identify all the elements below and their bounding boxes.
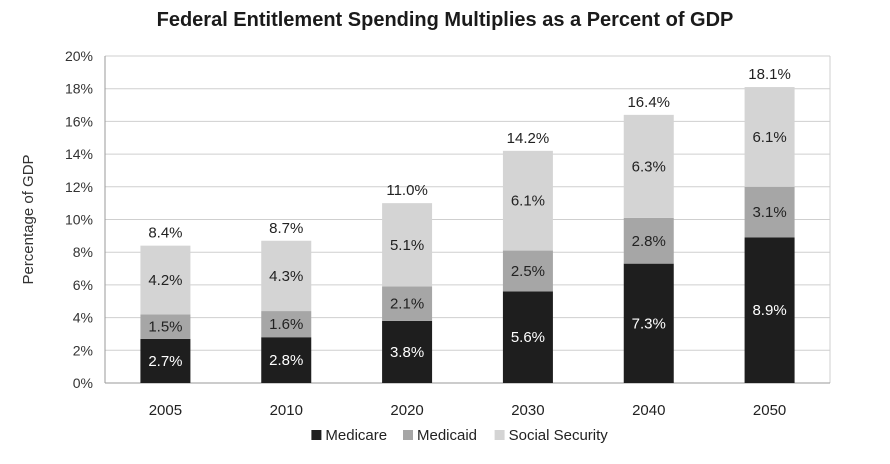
x-tick-label: 2050 [753, 402, 786, 419]
legend-label: Medicare [325, 427, 387, 444]
data-label: 4.3% [269, 268, 303, 285]
bar-segment-social-security [261, 240, 312, 312]
bar-segment-medicare [261, 337, 312, 383]
data-label: 1.6% [269, 316, 303, 333]
data-label: 2.5% [511, 263, 545, 280]
total-label: 11.0% [386, 182, 427, 199]
bar-segment-medicare [502, 291, 553, 383]
y-tick-label: 8% [73, 244, 93, 260]
y-tick-label: 10% [65, 212, 93, 228]
bar-segment-medicaid [744, 186, 795, 238]
y-tick-label: 2% [73, 342, 93, 358]
x-tick-label: 2030 [511, 402, 544, 419]
bar-segment-social-security [623, 114, 674, 218]
bar-segment-medicare [744, 237, 795, 383]
y-tick-label: 16% [65, 113, 93, 129]
bar-segment-medicare [623, 263, 674, 383]
bar-segment-social-security [140, 245, 191, 315]
data-label: 2.8% [632, 233, 666, 250]
data-label: 2.8% [269, 352, 303, 369]
bar-segment-medicaid [502, 250, 553, 292]
y-tick-label: 12% [65, 179, 93, 195]
bar-segment-medicaid [382, 286, 433, 321]
x-tick-label: 2020 [390, 402, 423, 419]
data-label: 7.3% [632, 315, 666, 332]
total-label: 18.1% [748, 66, 791, 83]
total-label: 8.7% [269, 220, 303, 237]
bar-segment-medicaid [261, 311, 312, 338]
data-label: 1.5% [148, 319, 182, 336]
bar-segment-social-security [382, 203, 433, 287]
total-label: 14.2% [507, 130, 550, 147]
legend-swatch [403, 430, 413, 440]
y-tick-label: 6% [73, 277, 93, 293]
y-tick-label: 4% [73, 310, 93, 326]
x-tick-label: 2040 [632, 402, 665, 419]
total-label: 16.4% [627, 94, 670, 111]
data-label: 5.6% [511, 329, 545, 346]
data-label: 4.2% [148, 272, 182, 289]
data-label: 6.1% [752, 129, 786, 146]
bar-segment-medicare [382, 320, 433, 383]
y-tick-label: 18% [65, 81, 93, 97]
bar-segment-medicare [140, 338, 191, 383]
total-label: 8.4% [148, 225, 182, 242]
y-tick-label: 0% [73, 375, 93, 391]
x-tick-label: 2010 [270, 402, 303, 419]
y-axis-label: Percentage of GDP [20, 154, 37, 284]
y-tick-label: 14% [65, 146, 93, 162]
legend-label: Medicaid [417, 427, 477, 444]
y-tick-label: 20% [65, 48, 93, 64]
data-label: 8.9% [752, 302, 786, 319]
x-tick-label: 2005 [149, 402, 182, 419]
chart-title: Federal Entitlement Spending Multiplies … [156, 9, 734, 31]
data-label: 3.1% [752, 204, 786, 221]
data-label: 3.8% [390, 344, 424, 361]
legend-label: Social Security [509, 427, 609, 444]
data-label: 5.1% [390, 237, 424, 254]
data-label: 2.1% [390, 296, 424, 313]
bar-segment-social-security [502, 150, 553, 251]
bar-segment-social-security [744, 87, 795, 187]
legend-swatch [311, 430, 322, 440]
data-label: 6.3% [632, 158, 666, 175]
legend-swatch [494, 430, 505, 440]
data-label: 6.1% [511, 193, 545, 210]
bar-segment-medicaid [623, 217, 674, 264]
bar-segment-medicaid [140, 314, 191, 339]
data-label: 2.7% [148, 353, 182, 370]
